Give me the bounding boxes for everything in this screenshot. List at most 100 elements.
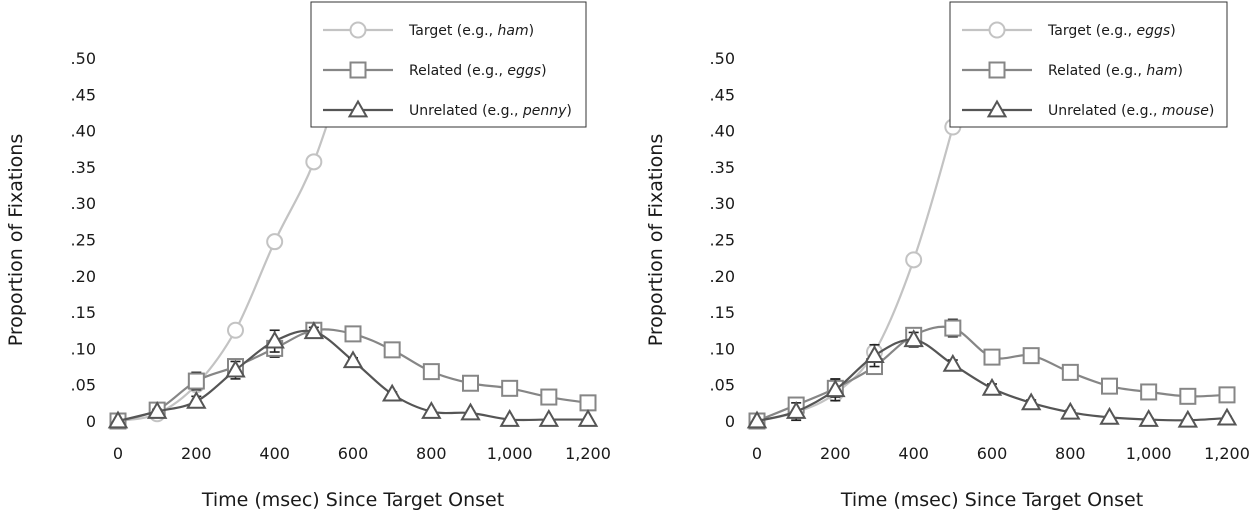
legend-item-related: Related (e.g., ham) <box>962 61 1183 79</box>
legend-label: Unrelated (e.g., mouse) <box>1048 103 1214 119</box>
x-axis-label: Time (msec) Since Target Onset <box>840 489 1143 511</box>
data-point <box>944 319 962 337</box>
data-point <box>577 409 599 427</box>
x-tick-label: 200 <box>181 444 212 463</box>
y-tick-label: .20 <box>71 267 96 286</box>
y-tick-label: .40 <box>71 122 96 141</box>
data-point <box>1179 387 1197 405</box>
y-axis-label: Proportion of Fixations <box>645 134 667 346</box>
data-point <box>1177 409 1199 428</box>
legend-item-target: Target (e.g., ham) <box>323 21 534 39</box>
data-point <box>462 374 479 392</box>
legend-item-unrelated: Unrelated (e.g., mouse) <box>962 99 1214 119</box>
data-point <box>538 409 560 427</box>
y-tick-label: .05 <box>71 376 96 395</box>
data-point <box>422 363 440 381</box>
x-tick-labels: 0 200 400 600 800 1,000 1,200 <box>113 444 611 463</box>
legend-marker <box>988 61 1006 79</box>
series-unrelated <box>107 321 599 429</box>
data-point <box>1060 401 1081 420</box>
data-point <box>864 345 885 364</box>
series-target <box>748 43 974 430</box>
data-point <box>905 251 923 269</box>
data-point <box>983 348 1001 366</box>
x-tick-label: 200 <box>820 444 851 463</box>
data-point <box>501 379 519 397</box>
y-tick-label: .45 <box>710 85 735 104</box>
chart-panel-2: 0 .05 .10 .15 .20 .25 .30 .35 .40 .45 .50 0 200 400 60… <box>645 1 1250 511</box>
data-point <box>1101 377 1118 395</box>
data-point <box>303 321 325 340</box>
data-point <box>825 379 846 398</box>
y-tick-label: .50 <box>71 49 96 68</box>
data-point <box>1138 409 1159 427</box>
y-tick-label: .40 <box>710 122 735 141</box>
legend-marker <box>986 99 1008 118</box>
legend: Target (e.g., eggs) Related (e.g., ham) Un… <box>949 1 1228 128</box>
legend-label: Target (e.g., ham) <box>408 23 534 39</box>
y-tick-label: .10 <box>710 339 735 358</box>
y-axis-label: Proportion of Fixations <box>5 134 27 346</box>
legend-marker <box>347 99 369 118</box>
y-tick-labels: 0 .05 .10 .15 .20 .25 .30 .35 .40 .45 .50 <box>71 49 96 431</box>
x-tick-label: 0 <box>752 444 762 463</box>
data-point <box>1020 392 1042 411</box>
data-point <box>981 377 1003 396</box>
legend-marker <box>349 61 367 79</box>
x-tick-label: 1,000 <box>487 444 533 463</box>
y-tick-label: .35 <box>710 158 735 177</box>
y-tick-label: 0 <box>725 412 735 431</box>
y-tick-label: .50 <box>710 49 735 68</box>
data-point <box>1099 406 1120 425</box>
data-point <box>186 390 207 409</box>
x-tick-label: 0 <box>113 444 123 463</box>
data-point <box>383 341 401 359</box>
x-tick-label: 1,000 <box>1126 444 1172 463</box>
data-point <box>1022 347 1040 365</box>
x-tick-label: 400 <box>259 444 290 463</box>
data-point <box>579 394 597 412</box>
x-tick-labels: 0 200 400 600 800 1,000 1,200 <box>752 444 1250 463</box>
data-point <box>1140 383 1158 401</box>
legend-label: Unrelated (e.g., penny) <box>409 103 572 119</box>
data-point <box>266 233 284 251</box>
y-tick-label: .15 <box>71 303 96 322</box>
data-point <box>540 388 558 406</box>
data-point <box>227 321 244 339</box>
legend: Target (e.g., ham) Related (e.g., eggs) Un… <box>310 1 587 128</box>
data-point <box>381 383 403 402</box>
data-point <box>942 353 964 372</box>
data-point <box>187 372 205 390</box>
y-tick-label: .45 <box>71 85 96 104</box>
x-tick-label: 800 <box>416 444 447 463</box>
data-point <box>264 330 285 349</box>
y-tick-labels: 0 .05 .10 .15 .20 .25 .30 .35 .40 .45 .50 <box>710 49 735 431</box>
series-related <box>109 321 597 430</box>
data-point <box>785 401 807 419</box>
y-tick-label: .25 <box>71 231 96 250</box>
x-tick-label: 600 <box>338 444 369 463</box>
y-tick-label: .35 <box>71 158 96 177</box>
y-tick-label: .20 <box>710 267 735 286</box>
data-point <box>1218 386 1236 404</box>
x-tick-label: 1,200 <box>1204 444 1250 463</box>
x-tick-label: 600 <box>977 444 1008 463</box>
legend-marker <box>988 21 1006 39</box>
y-tick-label: 0 <box>86 412 96 431</box>
legend-item-related: Related (e.g., eggs) <box>323 61 547 79</box>
legend-item-unrelated: Unrelated (e.g., penny) <box>323 99 572 119</box>
legend-label: Related (e.g., eggs) <box>409 63 547 79</box>
data-point <box>305 153 323 171</box>
x-tick-label: 400 <box>898 444 929 463</box>
series-unrelated <box>746 329 1238 429</box>
chart-panel-1: 0 .05 .10 .15 .20 .25 .30 .35 .40 .45 .50 0 200 400 60… <box>5 1 611 511</box>
series-related <box>748 318 1236 430</box>
data-point <box>146 401 168 419</box>
series-line <box>756 325 1228 423</box>
legend-marker <box>349 21 367 39</box>
y-tick-label: .25 <box>710 231 735 250</box>
data-point <box>342 350 364 369</box>
y-tick-label: .15 <box>710 303 735 322</box>
x-axis-label: Time (msec) Since Target Onset <box>201 489 504 511</box>
x-tick-label: 1,200 <box>565 444 611 463</box>
